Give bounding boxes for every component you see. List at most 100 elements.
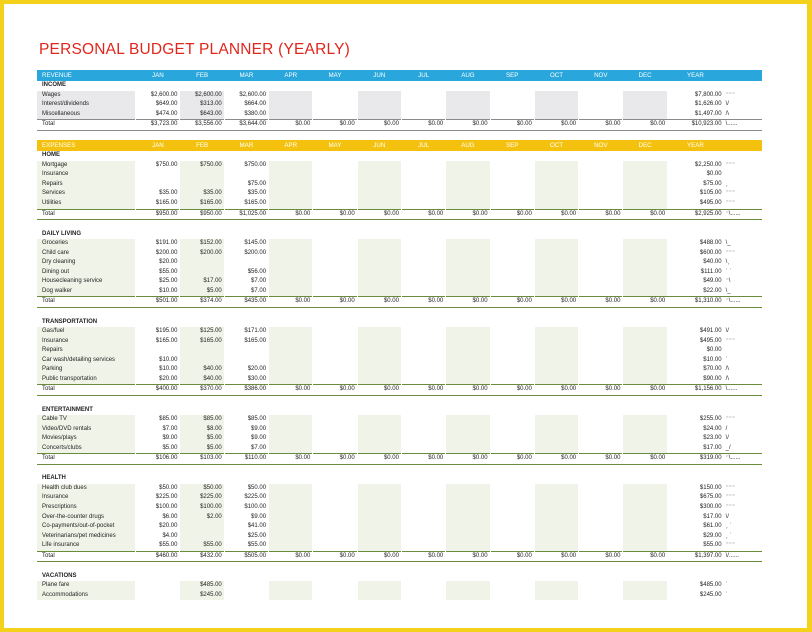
cell-jun (356, 277, 402, 287)
row-label: Total (37, 119, 136, 131)
cell-jul (400, 248, 446, 259)
cell-mar: $171.00 (223, 327, 269, 337)
empty-cell (357, 151, 401, 161)
row-label: Concerts/clubs (37, 443, 136, 454)
cell-jun (356, 541, 402, 552)
row-label: Total (37, 384, 136, 396)
empty-cell (180, 318, 224, 328)
empty-cell (269, 318, 313, 328)
empty-cell (268, 395, 313, 406)
budget-row: Accommodations $245.00 $245.00 ˈ (37, 590, 762, 601)
cell-feb: $432.00 (179, 550, 225, 563)
cell-jul (400, 336, 446, 347)
cell-nov (578, 258, 623, 268)
section-title: ENTERTAINMENT (42, 406, 93, 413)
cell-dec (622, 179, 668, 190)
cell-nov (578, 267, 623, 278)
cell-aug (445, 327, 491, 337)
cell-oct (533, 327, 579, 337)
month-header-aug: AUG (445, 140, 491, 152)
empty-cell (357, 474, 401, 484)
month-header-nov: NOV (578, 140, 623, 152)
empty-cell (179, 464, 225, 475)
budget-row: Parking $10.00 $40.00 $20.00 $70.00/\ (37, 365, 762, 375)
cell-nov (578, 239, 623, 249)
cell-feb: $125.00 (179, 327, 225, 337)
cell-jan: $50.00 (135, 483, 180, 494)
empty-cell (136, 318, 180, 328)
cell-sep (489, 483, 535, 494)
cell-aug (445, 346, 491, 356)
cell-nov (578, 365, 623, 375)
empty-cell (578, 219, 623, 230)
month-header-apr: APR (268, 70, 313, 81)
cell-jun: $0.00 (356, 453, 402, 465)
cell-jul (400, 286, 446, 297)
empty-cell (224, 561, 269, 572)
cell-nov: $0.00 (578, 453, 623, 465)
cell-jul (400, 424, 446, 435)
month-header-feb: FEB (179, 140, 225, 152)
cell-aug: $0.00 (445, 550, 491, 563)
total-row: Total $106.00 $103.00 $110.00 $0.00 $0.00 $0.0… (37, 453, 762, 465)
budget-row: Movies/plays $9.00 $5.00 $9.00 $23.00 \/ (37, 434, 762, 444)
budget-row: Concerts/clubs $5.00 $5.00 $7.00 $17.00 _/ (37, 443, 762, 454)
spacer-row (37, 395, 762, 406)
sparkline: _/ (725, 444, 731, 451)
cell-nov (578, 374, 623, 385)
cell-dec (622, 286, 668, 297)
cell-may: $0.00 (312, 453, 358, 465)
empty-cell (180, 81, 224, 91)
cell-dec (622, 434, 668, 444)
cell-year: $1,310.00 (667, 296, 724, 309)
cell-year: $495.00 (699, 337, 722, 344)
cell-apr: $0.00 (268, 208, 313, 221)
row-label: Dog walker (37, 286, 136, 297)
cell-jun (356, 590, 402, 601)
cell-may (312, 286, 358, 297)
cell-year: $319.00 (667, 453, 724, 465)
cell-jan (135, 179, 180, 190)
sparkline: \/...... (723, 550, 762, 563)
cell-year: $495.00 (699, 200, 722, 207)
empty-cell (445, 561, 491, 572)
cell-sep (489, 355, 535, 366)
cell-year: $1,397.00 (667, 550, 724, 563)
cell-sep: $0.00 (489, 384, 535, 396)
cell-jun (356, 522, 402, 532)
budget-row: Repairs $0.00 (37, 346, 762, 356)
sparkline: ⁻⁻⁻ (725, 161, 736, 168)
cell-jul (400, 355, 446, 366)
cell-jul (400, 502, 446, 513)
empty-cell (490, 230, 534, 240)
cell-sep (489, 327, 535, 337)
empty-cell (579, 406, 623, 416)
cell-apr (268, 522, 313, 532)
cell-feb: $750.00 (179, 160, 225, 171)
empty-cell (224, 307, 269, 318)
cell-oct (533, 248, 579, 259)
cell-jun (356, 374, 402, 385)
cell-mar (223, 346, 269, 356)
empty-cell (445, 464, 491, 475)
cell-sep (489, 493, 535, 503)
cell-oct (533, 170, 579, 180)
empty-cell (357, 219, 402, 230)
cell-feb: $17.00 (179, 277, 225, 287)
cell-mar (223, 170, 269, 180)
cell-sep (489, 199, 535, 210)
empty-cell (313, 406, 357, 416)
empty-cell (667, 395, 724, 406)
empty-cell (622, 307, 668, 318)
cell-apr (268, 189, 313, 200)
cell-nov (578, 415, 623, 425)
empty-cell (312, 561, 358, 572)
empty-cell (667, 307, 724, 318)
cell-apr (268, 327, 313, 337)
cell-jun (356, 493, 402, 503)
row-label: Video/DVD rentals (37, 424, 136, 435)
cell-oct (533, 179, 579, 190)
cell-mar: $30.00 (223, 374, 269, 385)
cell-sep: $0.00 (489, 119, 535, 131)
empty-cell (401, 395, 446, 406)
